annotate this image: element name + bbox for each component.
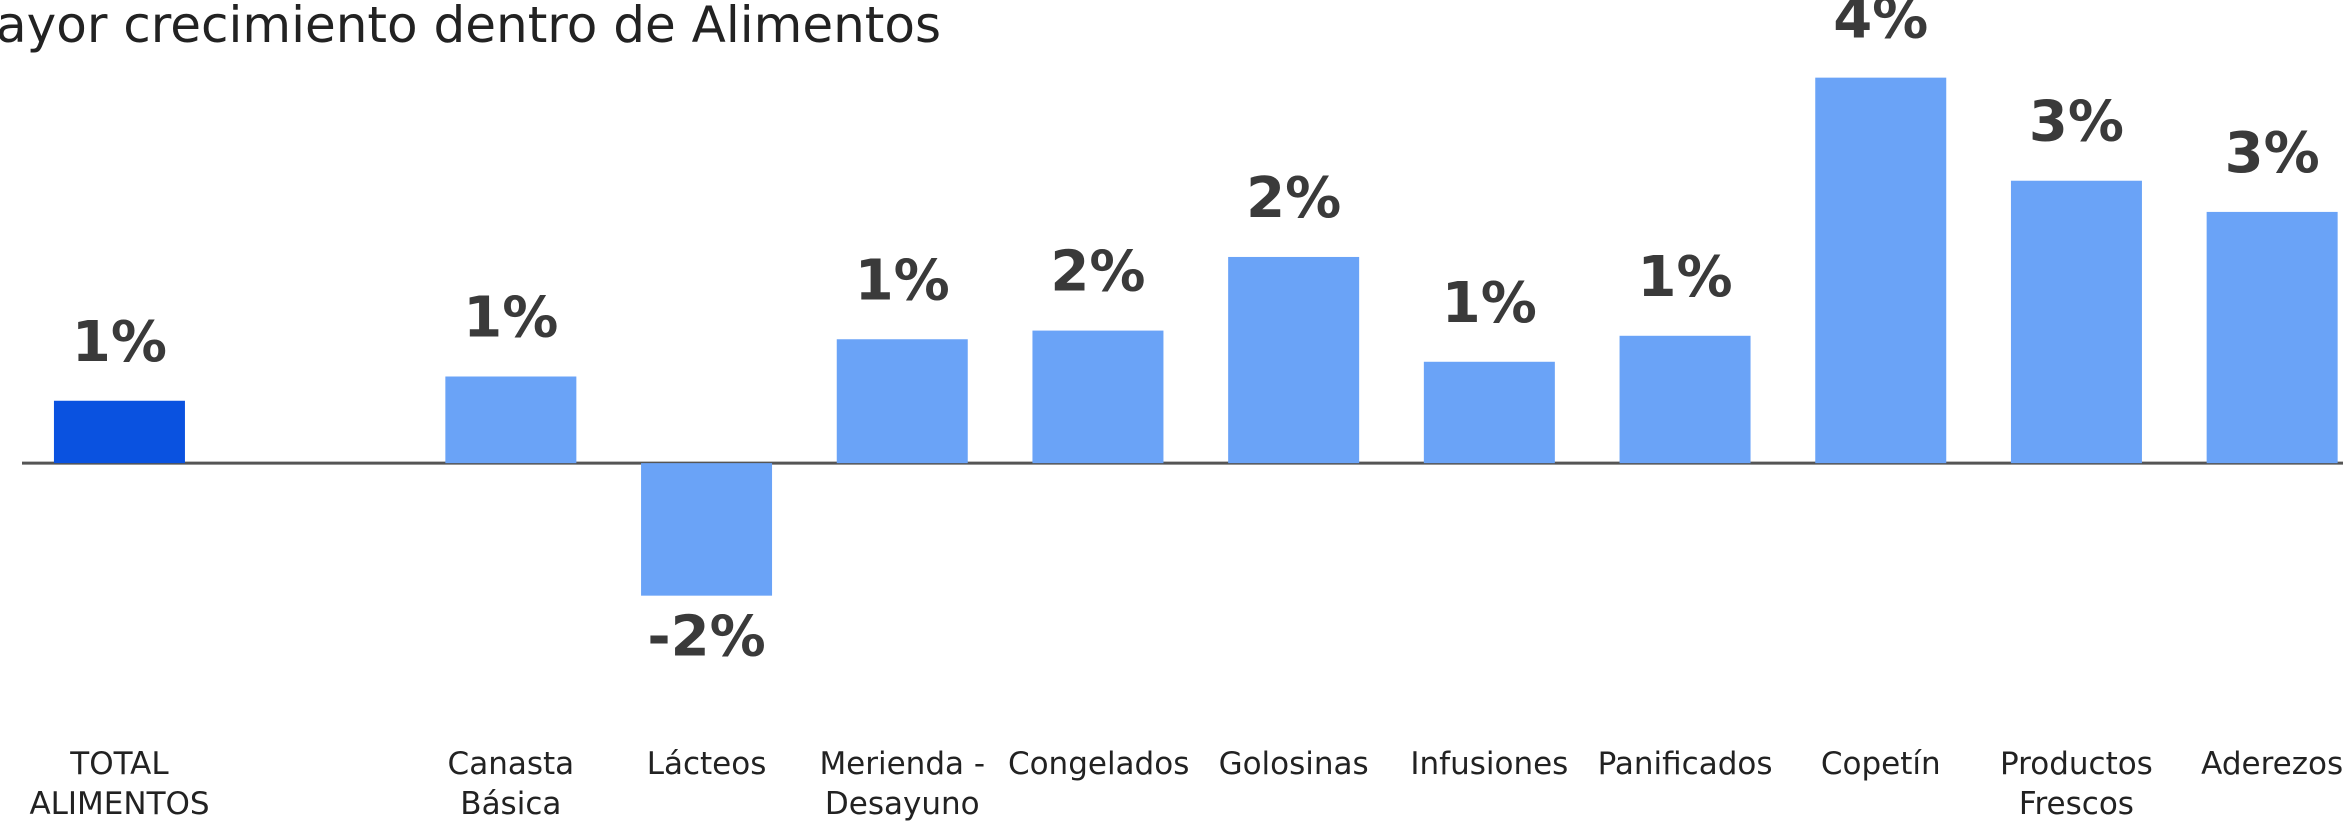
x-tick-label: Aderezos [2201, 746, 2343, 782]
value-label: 1% [1442, 271, 1537, 336]
bar [445, 376, 577, 464]
x-tick-label: Productos Frescos [2000, 746, 2153, 822]
chart-title: ayor crecimiento dentro de Alimentos [0, 0, 941, 54]
bar [2010, 180, 2142, 464]
x-tick-label: Copetín [1820, 746, 1941, 782]
x-tick-label: Golosinas [1218, 746, 1369, 782]
x-tick-label: Panificados [1597, 746, 1773, 782]
value-label: 1% [72, 310, 167, 375]
x-tick-label: Infusiones [1410, 746, 1569, 782]
x-tick-label: TOTAL ALIMENTOS [29, 746, 210, 822]
value-label: 1% [463, 286, 558, 351]
x-tick-label: Congelados [1007, 746, 1190, 782]
bar [2206, 211, 2338, 464]
value-label: 1% [855, 248, 950, 313]
bar [1423, 361, 1555, 464]
bar [1032, 330, 1164, 464]
value-label: 3% [2029, 90, 2124, 155]
bar [53, 400, 185, 464]
value-label: -2% [647, 605, 765, 670]
value-label: 3% [2225, 121, 2320, 186]
x-tick-label: Lácteos [646, 746, 767, 782]
x-tick-label: Canasta Básica [447, 746, 575, 822]
value-label: 1% [1638, 245, 1733, 310]
bar [1815, 77, 1947, 464]
bar [641, 463, 773, 596]
bar [1619, 335, 1751, 464]
value-label: 2% [1246, 166, 1341, 231]
value-label: 2% [1050, 240, 1145, 305]
value-label: 4% [1833, 0, 1928, 52]
bar [836, 339, 968, 464]
bar [1228, 256, 1360, 464]
x-tick-label: Merienda - Desayuno [819, 746, 986, 822]
